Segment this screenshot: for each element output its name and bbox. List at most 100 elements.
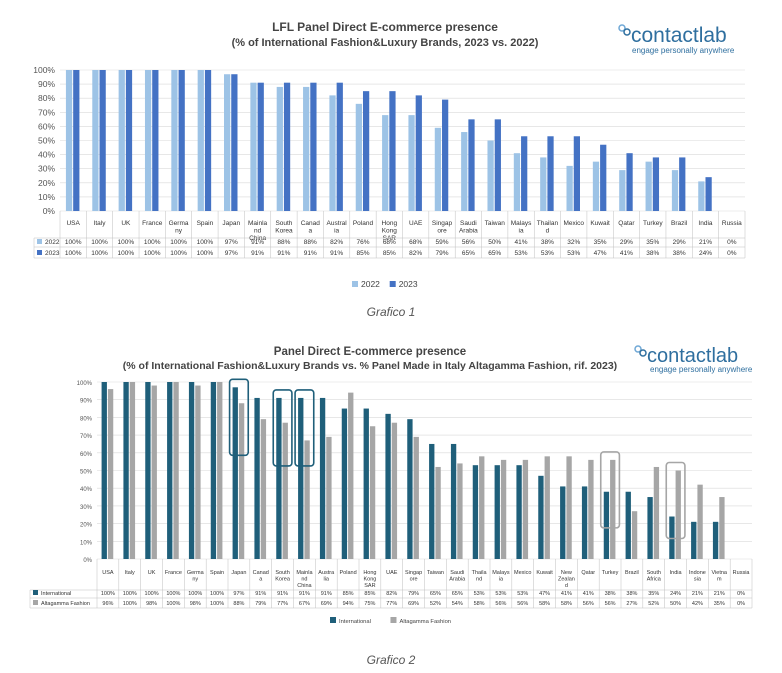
- logo-wordmark: contactlab: [647, 345, 738, 367]
- bar-2022: [540, 157, 547, 211]
- bar-2023: [310, 82, 317, 211]
- bar-2022: [303, 86, 310, 211]
- x-tick-label: Malays ia: [511, 220, 532, 235]
- data-label: 91%: [330, 250, 343, 257]
- logo-2: contactlab engage personally anywhere: [634, 345, 753, 374]
- x-tick-label: Saudi Arabia: [459, 220, 478, 235]
- data-label: 27%: [626, 601, 637, 607]
- x-tick-label: Turkey: [643, 220, 663, 227]
- logo-mark-icon: [634, 345, 642, 353]
- data-label: 41%: [561, 591, 572, 597]
- x-tick-label: India: [670, 570, 683, 576]
- bar-altagamma-fashion: [151, 385, 157, 559]
- highlight-box: [272, 389, 293, 467]
- x-tick-label: Japan: [231, 570, 246, 576]
- bar-altagamma-fashion: [697, 484, 703, 559]
- data-label: 100%: [170, 250, 187, 257]
- bar-2023: [705, 177, 712, 211]
- bar-altagamma-fashion: [348, 392, 354, 559]
- data-label: 100%: [91, 239, 108, 246]
- logo-tagline: engage personally anywhere: [632, 46, 735, 55]
- bar-international: [625, 491, 631, 559]
- x-tick-label: Qatar: [618, 220, 635, 227]
- data-label: 56%: [517, 601, 528, 607]
- x-tick-label: Malays ia: [492, 570, 510, 583]
- bar-2022: [671, 170, 679, 211]
- bar-altagamma-fashion: [631, 511, 638, 559]
- chart-1-x-axis: USA Italy UK France Germa ny Spain Japan Mainla n…: [66, 220, 742, 242]
- logo-wordmark: contactlab: [631, 24, 727, 47]
- data-label: 96%: [102, 601, 113, 607]
- data-label: 100%: [65, 239, 82, 246]
- bar-international: [385, 413, 391, 559]
- bar-2023: [494, 119, 501, 211]
- bar-2022: [92, 70, 99, 211]
- data-label: 52%: [648, 601, 659, 607]
- y-tick-label: 90%: [38, 79, 55, 89]
- x-tick-label: UAE: [386, 570, 398, 576]
- data-label: 35%: [648, 591, 659, 597]
- x-tick-label: India: [698, 220, 712, 227]
- x-tick-label: Germa ny: [187, 570, 205, 583]
- data-label: 53%: [517, 591, 528, 597]
- data-label: 88%: [304, 239, 317, 246]
- bar-altagamma-fashion: [129, 382, 136, 559]
- bar-2022: [65, 70, 73, 211]
- data-label: 68%: [409, 239, 422, 246]
- y-tick-label: 70%: [80, 434, 93, 440]
- bar-2022: [197, 70, 204, 211]
- bar-2023: [362, 91, 370, 211]
- x-tick-label: Brazil: [671, 220, 688, 227]
- data-label: 91%: [277, 591, 288, 597]
- bar-altagamma-fashion: [435, 466, 441, 559]
- x-tick-label: Italy: [94, 220, 107, 227]
- bar-altagamma-fashion: [500, 459, 507, 559]
- bar-international: [101, 382, 107, 559]
- data-label: 85%: [364, 591, 375, 597]
- y-tick-label: 40%: [80, 487, 93, 493]
- bar-2022: [698, 181, 705, 211]
- data-label: 38%: [541, 239, 554, 246]
- data-label: 100%: [144, 250, 161, 257]
- bar-2022: [619, 170, 626, 211]
- data-label: 53%: [567, 250, 580, 257]
- data-label: 85%: [383, 250, 396, 257]
- data-label: 35%: [646, 239, 659, 246]
- bar-2023: [679, 157, 686, 211]
- data-label: 42%: [692, 601, 703, 607]
- bar-altagamma-fashion: [195, 385, 201, 559]
- bar-2023: [231, 74, 238, 211]
- data-label: 50%: [488, 239, 501, 246]
- x-tick-label: South Africa: [647, 570, 662, 583]
- bar-2022: [434, 127, 442, 211]
- bar-international: [298, 397, 304, 559]
- chart-1-subtitle: (% of International Fashion&Luxury Brand…: [232, 37, 539, 49]
- y-tick-label: 50%: [38, 136, 55, 146]
- bar-altagamma-fashion: [457, 463, 463, 559]
- chart-2-caption: Grafico 2: [366, 653, 416, 667]
- bar-international: [210, 382, 217, 559]
- table-series-name: 2023: [45, 250, 60, 257]
- bar-2022: [408, 115, 415, 211]
- bar-international: [363, 408, 369, 559]
- data-label: 56%: [605, 601, 616, 607]
- y-tick-label: 0%: [43, 206, 56, 216]
- legend-swatch: [389, 281, 396, 287]
- data-label: 77%: [277, 601, 288, 607]
- bar-international: [712, 521, 719, 559]
- highlight-box: [599, 451, 621, 529]
- data-label: 100%: [123, 591, 137, 597]
- bar-international: [581, 486, 588, 559]
- chart-2-highlights: [228, 378, 686, 540]
- data-label: 56%: [495, 601, 506, 607]
- y-tick-label: 100%: [33, 65, 55, 75]
- bar-altagamma-fashion: [369, 426, 376, 559]
- x-tick-label: South Korea: [275, 220, 293, 235]
- data-label: 100%: [166, 591, 180, 597]
- chart-1-bars: [65, 70, 712, 211]
- chart-2-data-table: International 100% 100% 100% 100% 100% 100% 97%…: [29, 559, 753, 609]
- bar-2022: [382, 115, 389, 211]
- data-label: 100%: [123, 601, 137, 607]
- data-label: 100%: [91, 250, 108, 257]
- legend-swatch: [390, 617, 397, 623]
